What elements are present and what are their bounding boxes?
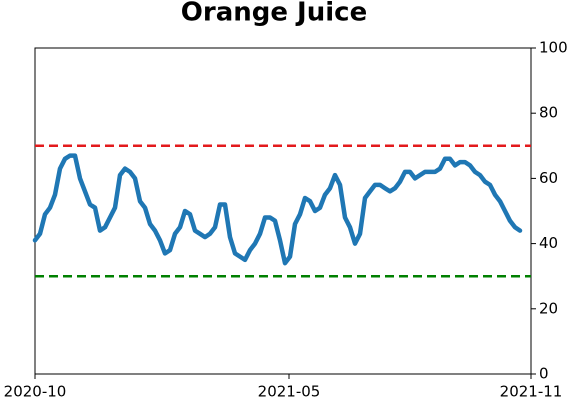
y-tick-label: 80 <box>539 104 558 122</box>
y-tick-label: 60 <box>539 169 558 187</box>
y-tick-label: 20 <box>539 299 558 317</box>
x-tick-label: 2021-11 <box>500 383 563 401</box>
y-tick-label: 40 <box>539 234 558 252</box>
plot-frame <box>34 47 532 375</box>
x-tick-label: 2021-05 <box>258 383 321 401</box>
y-tick-label: 0 <box>539 365 549 383</box>
data-line <box>32 153 523 266</box>
y-tick-label: 100 <box>539 39 568 57</box>
chart-title: Orange Juice <box>181 0 367 28</box>
x-tick-label: 2020-10 <box>4 383 67 401</box>
